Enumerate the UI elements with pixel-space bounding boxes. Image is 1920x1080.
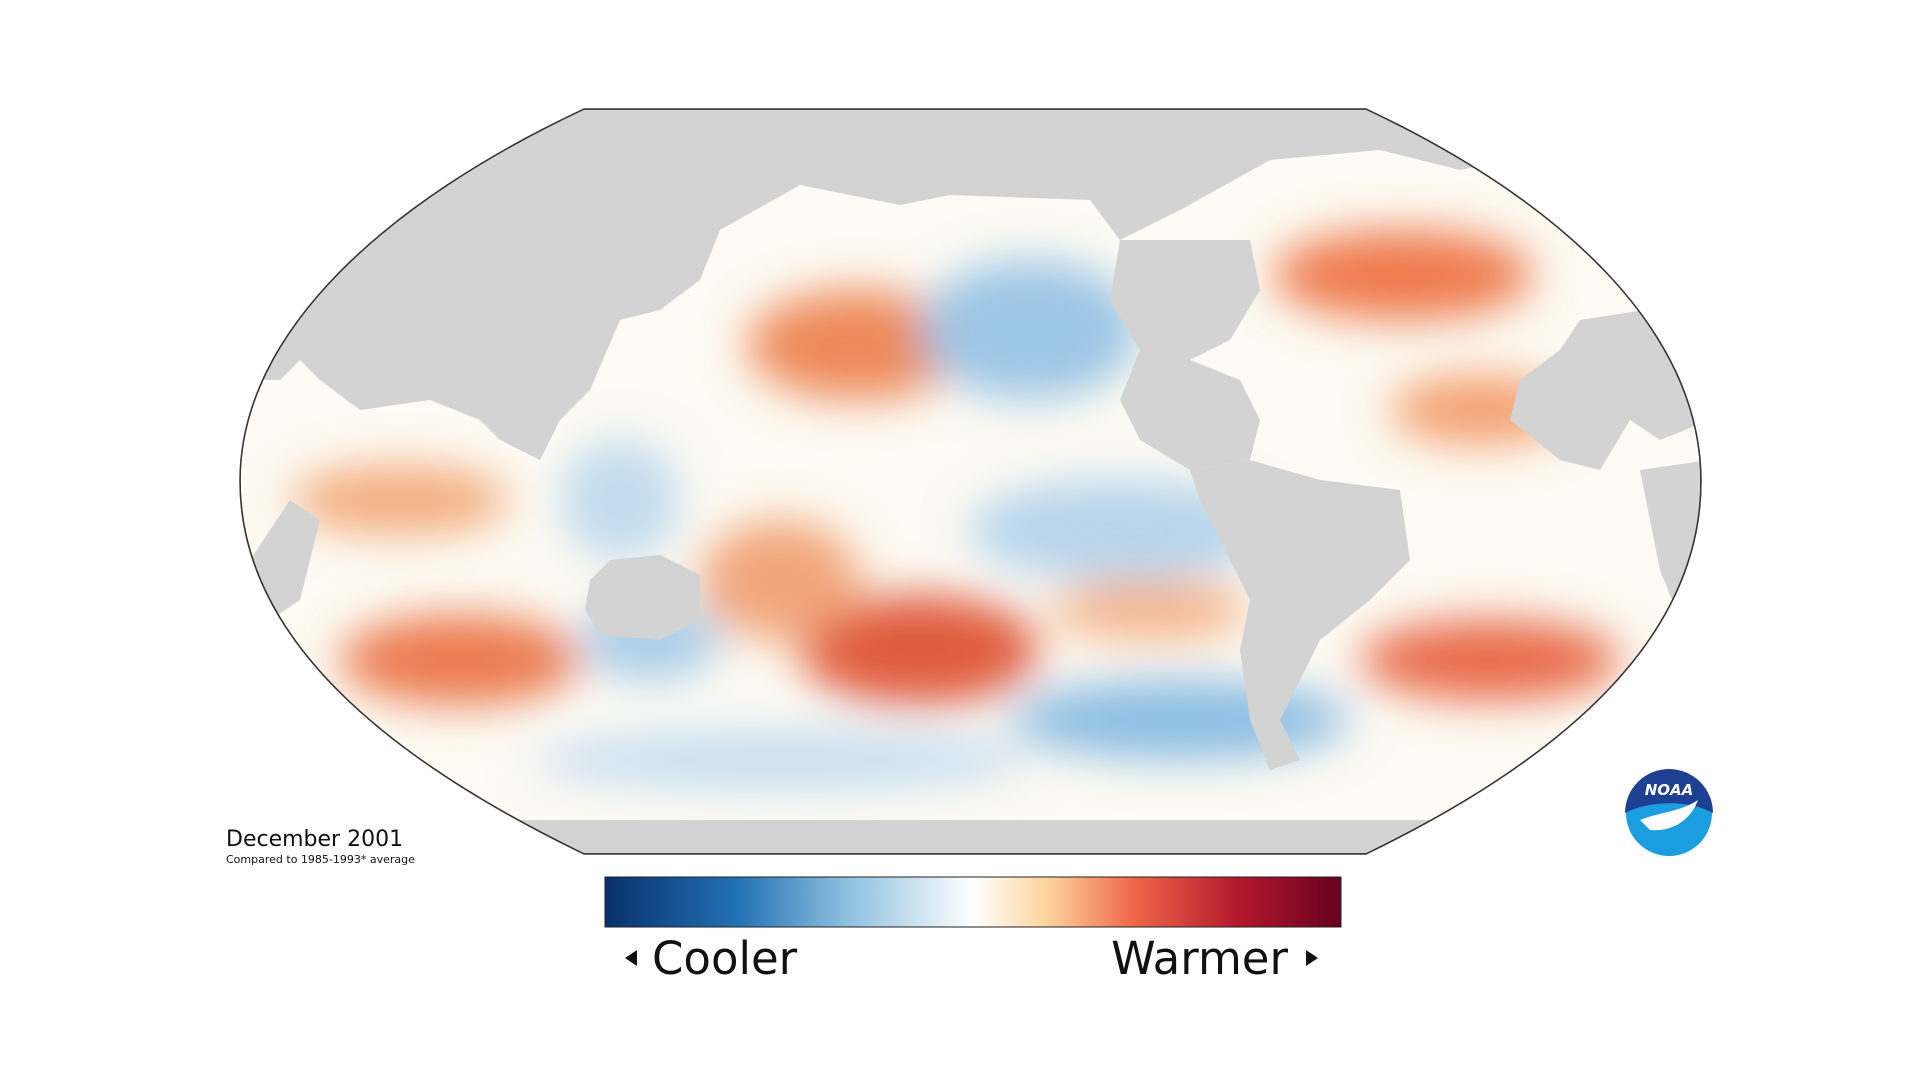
anomaly-field	[290, 230, 1620, 790]
logo-text: NOAA	[1645, 781, 1694, 799]
map	[240, 109, 1701, 854]
arrow-right	[1306, 950, 1318, 966]
map-subtitle: Compared to 1985-1993* average	[226, 853, 415, 866]
legend-high: Warmer	[1111, 932, 1288, 985]
land	[240, 109, 1701, 854]
map-border	[239, 108, 1702, 855]
legend-low: Cooler	[652, 932, 798, 985]
color-scale	[604, 876, 1342, 928]
noaa-logo: NOAA	[1624, 768, 1714, 858]
arrow-left	[625, 950, 637, 966]
map-title: December 2001	[226, 827, 403, 852]
